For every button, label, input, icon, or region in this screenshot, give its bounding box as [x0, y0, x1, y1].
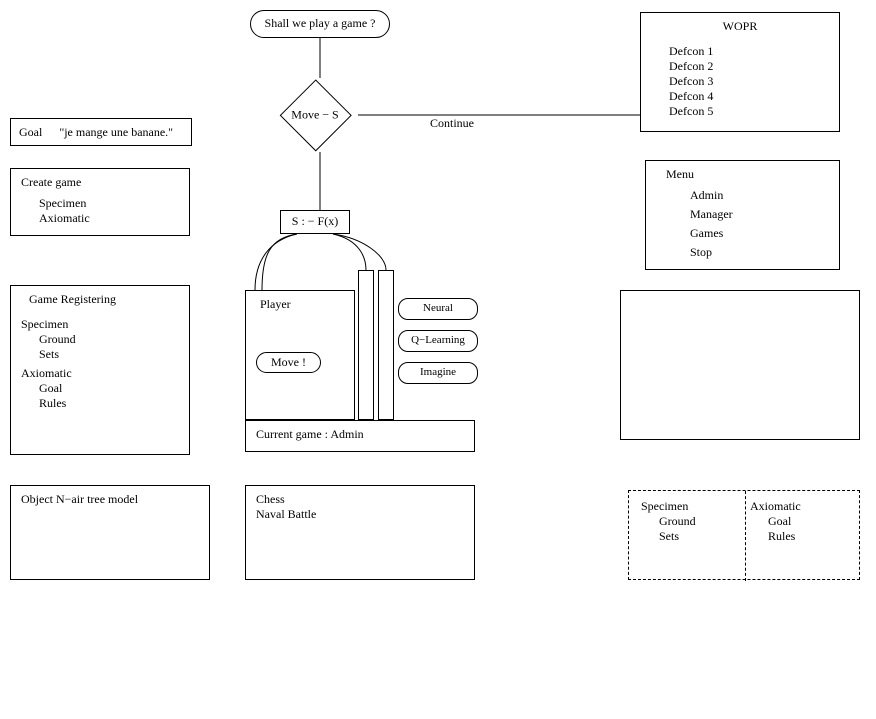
list-item: Sets [21, 347, 179, 362]
list-item: Specimen [21, 196, 179, 211]
menu-box: Menu Admin Manager Games Stop [645, 160, 840, 270]
create-game-items: SpecimenAxiomatic [21, 196, 179, 226]
dashed-left-title: Specimen [641, 499, 738, 514]
dashed-panel: Specimen GroundSets Axiomatic GoalRules [628, 490, 860, 580]
player-title: Player [256, 297, 344, 312]
move-button[interactable]: Move ! [256, 352, 321, 373]
list-item: Ground [21, 332, 179, 347]
list-item: Stop [656, 245, 829, 260]
goal-box: Goal "je mange une banane." [10, 118, 192, 146]
create-game-title: Create game [21, 175, 179, 190]
group-title: Axiomatic [21, 366, 179, 381]
list-item: Defcon 1 [651, 44, 829, 59]
decision-label: Move − S [280, 108, 350, 123]
continue-label: Continue [420, 110, 484, 137]
goal-label: Goal [19, 125, 42, 139]
tree-model-text: Object N−air tree model [21, 492, 138, 506]
list-item: Games [656, 226, 829, 241]
list-item: Admin [656, 188, 829, 203]
wopr-box: WOPR Defcon 1Defcon 2Defcon 3Defcon 4Def… [640, 12, 840, 132]
tag-imagine-text: Imagine [420, 366, 456, 378]
connector [262, 234, 297, 290]
process-text: S : − F(x) [292, 214, 338, 228]
menu-items: Admin Manager Games Stop [656, 188, 829, 260]
list-item: Axiomatic [21, 211, 179, 226]
list-item: Rules [750, 529, 847, 544]
list-item: Ground [641, 514, 738, 529]
list-item: Manager [656, 207, 829, 222]
diagram-canvas: Shall we play a game ? Move − S Continue… [0, 0, 876, 630]
tag-qlearning: Q−Learning [398, 330, 478, 352]
list-item: Chess [256, 492, 464, 507]
create-game-box: Create game SpecimenAxiomatic [10, 168, 190, 236]
connector [333, 234, 386, 270]
list-item: Defcon 5 [651, 104, 829, 119]
current-game-text: Current game : Admin [256, 427, 364, 441]
column-right [378, 270, 394, 420]
dashed-right-title: Axiomatic [750, 499, 847, 514]
games-list-body: ChessNaval Battle [256, 492, 464, 522]
tag-qlearning-text: Q−Learning [411, 334, 465, 346]
list-item: Defcon 4 [651, 89, 829, 104]
list-item: Sets [641, 529, 738, 544]
list-item: Goal [21, 381, 179, 396]
start-text: Shall we play a game ? [265, 16, 376, 30]
games-list-box: ChessNaval Battle [245, 485, 475, 580]
game-registering-title: Game Registering [21, 292, 179, 307]
dashed-right-items: GoalRules [750, 514, 847, 544]
connector [255, 234, 297, 290]
current-game-box: Current game : Admin [245, 420, 475, 452]
tree-model-box: Object N−air tree model [10, 485, 210, 580]
list-item: Goal [750, 514, 847, 529]
menu-title: Menu [656, 167, 829, 182]
process-node: S : − F(x) [280, 210, 350, 234]
connector [333, 234, 366, 270]
start-node: Shall we play a game ? [250, 10, 390, 38]
list-item: Rules [21, 396, 179, 411]
tag-neural: Neural [398, 298, 478, 320]
continue-text: Continue [430, 116, 474, 130]
game-registering-box: Game Registering SpecimenGroundSets Axiom… [10, 285, 190, 455]
wopr-title: WOPR [651, 19, 829, 34]
dashed-left-items: GroundSets [641, 514, 738, 544]
player-box: Player Move ! [245, 290, 355, 420]
wopr-items: Defcon 1Defcon 2Defcon 3Defcon 4Defcon 5 [651, 44, 829, 119]
column-left [358, 270, 374, 420]
dashed-separator [745, 491, 746, 581]
goal-text: "je mange une banane." [59, 125, 173, 139]
list-item: Defcon 2 [651, 59, 829, 74]
group-title: Specimen [21, 317, 179, 332]
list-item: Naval Battle [256, 507, 464, 522]
list-item: Defcon 3 [651, 74, 829, 89]
game-registering-body: SpecimenGroundSets AxiomaticGoalRules [21, 317, 179, 411]
decision-node: Move − S [280, 80, 350, 150]
ai-panel: Path findingMinmaxNeuralQ−Learning Game … [620, 290, 860, 440]
tag-neural-text: Neural [423, 302, 453, 314]
tag-imagine: Imagine [398, 362, 478, 384]
